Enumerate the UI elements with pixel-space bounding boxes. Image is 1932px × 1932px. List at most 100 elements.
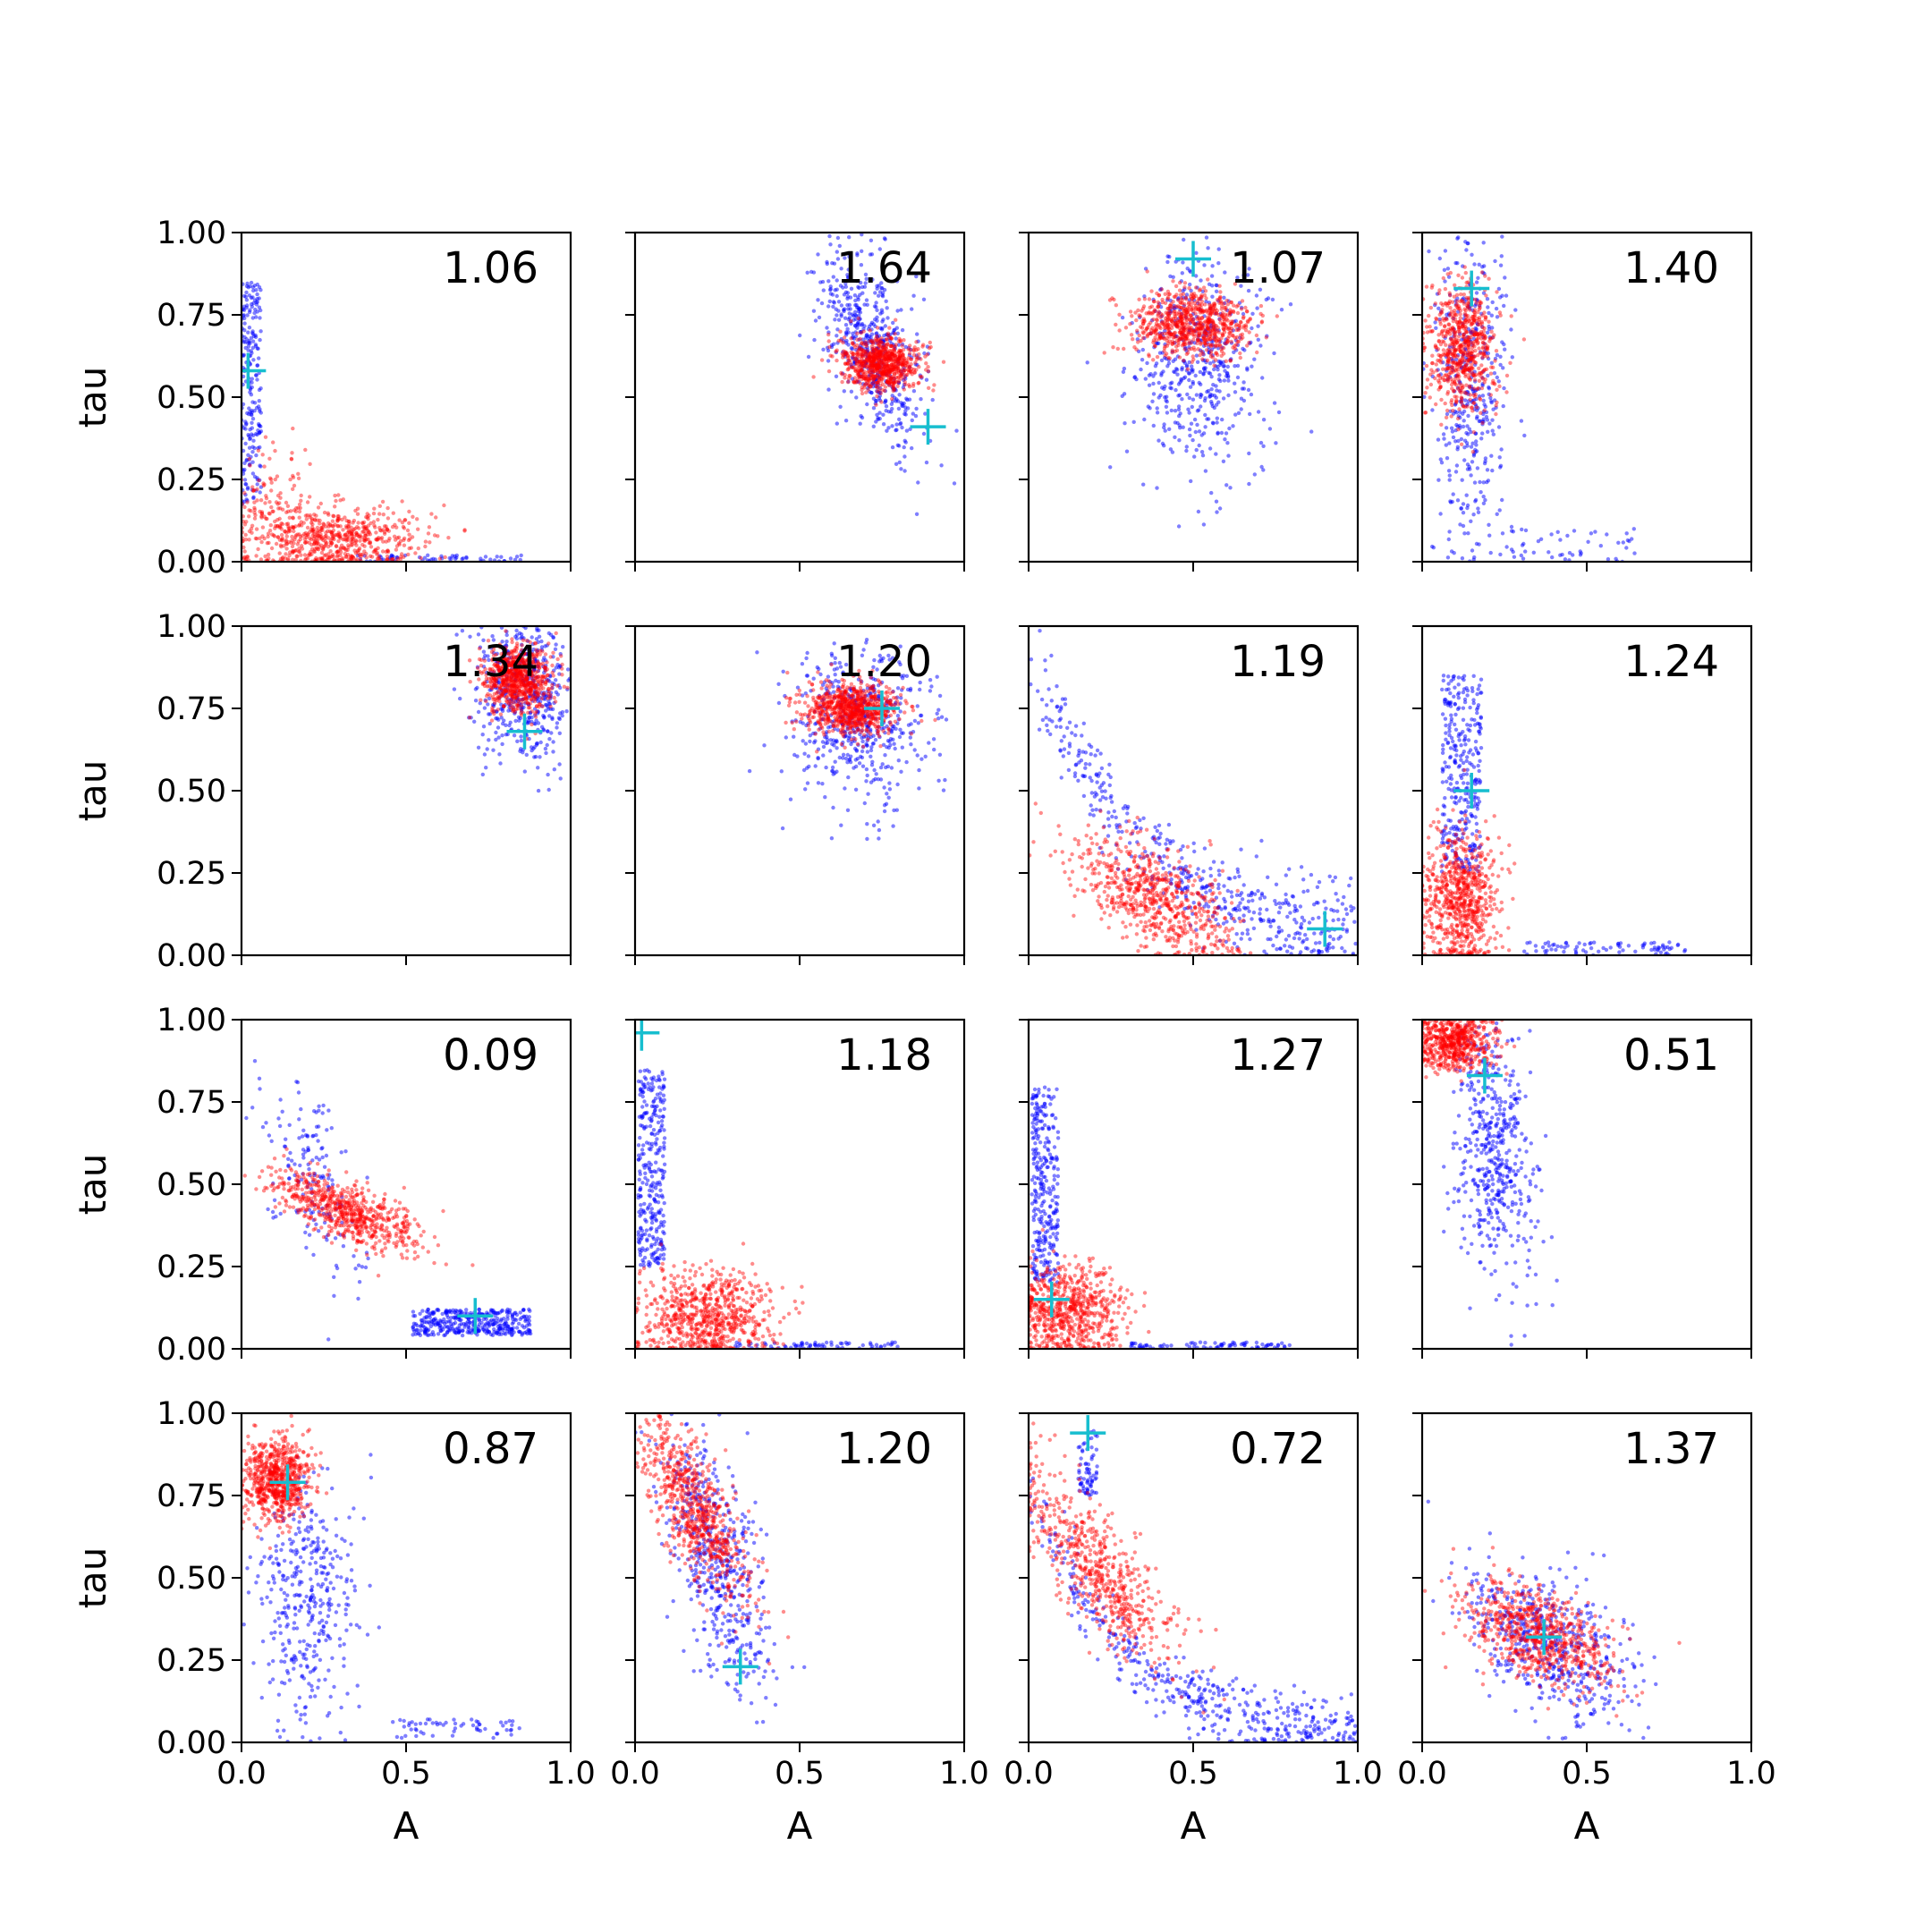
red-sample-point: [1176, 335, 1181, 340]
red-sample-point: [891, 388, 895, 394]
red-sample-point: [254, 527, 259, 531]
red-sample-point: [1165, 324, 1170, 328]
blue-sample-point: [1195, 422, 1199, 428]
blue-sample-point: [548, 674, 553, 679]
red-sample-point: [329, 530, 334, 535]
red-sample-point: [1171, 317, 1176, 321]
red-sample-point: [390, 524, 395, 530]
red-sample-point: [1191, 293, 1195, 298]
red-sample-point: [894, 375, 898, 380]
blue-sample-point: [1455, 498, 1461, 503]
blue-sample-point: [485, 679, 489, 684]
blue-sample-point: [830, 292, 835, 297]
blue-sample-point: [853, 324, 858, 328]
blue-sample-point: [243, 493, 248, 497]
blue-sample-point: [1452, 330, 1456, 335]
red-sample-point: [903, 373, 909, 377]
red-sample-point: [1453, 394, 1457, 399]
red-sample-point: [926, 365, 930, 369]
red-sample-point: [1220, 321, 1225, 326]
red-sample-point: [875, 352, 879, 358]
red-sample-point: [1174, 338, 1180, 343]
red-sample-point: [867, 382, 871, 386]
red-sample-point: [850, 341, 855, 345]
red-sample-point: [859, 359, 863, 364]
red-sample-point: [1464, 330, 1469, 335]
red-sample-point: [379, 529, 384, 533]
red-sample-point: [362, 549, 367, 554]
red-sample-point: [905, 368, 911, 372]
red-sample-point: [1182, 301, 1187, 307]
red-sample-point: [897, 336, 902, 341]
red-sample-point: [871, 358, 876, 363]
red-sample-point: [1209, 306, 1214, 311]
red-sample-point: [254, 554, 258, 558]
red-sample-point: [301, 521, 306, 525]
red-sample-point: [899, 356, 903, 360]
blue-sample-point: [1164, 404, 1169, 409]
red-sample-point: [1207, 326, 1211, 331]
red-sample-point: [328, 540, 333, 545]
red-sample-point: [1219, 349, 1224, 353]
blue-sample-point: [1085, 360, 1089, 365]
red-sample-point: [1478, 333, 1483, 337]
red-sample-point: [1465, 314, 1470, 318]
red-sample-point: [352, 518, 357, 523]
red-sample-point: [368, 540, 373, 545]
red-sample-point: [351, 555, 356, 560]
red-sample-point: [1151, 340, 1156, 344]
blue-sample-point: [482, 706, 487, 710]
red-sample-point: [905, 360, 910, 364]
red-sample-point: [845, 361, 851, 366]
red-sample-point: [318, 534, 324, 539]
red-sample-point: [331, 514, 336, 519]
blue-sample-point: [1487, 533, 1492, 538]
blue-sample-point: [1160, 386, 1165, 390]
red-sample-point: [1208, 352, 1214, 356]
red-sample-point: [896, 367, 901, 371]
red-sample-point: [356, 526, 361, 530]
blue-sample-point: [1190, 364, 1194, 369]
red-sample-point: [1229, 319, 1233, 324]
red-sample-point: [1439, 330, 1445, 335]
red-sample-point: [1218, 294, 1223, 300]
red-sample-point: [308, 553, 312, 557]
red-sample-point: [1180, 319, 1184, 325]
red-sample-point: [254, 537, 259, 541]
red-sample-point: [306, 553, 310, 557]
blue-sample-point: [1135, 330, 1140, 335]
blue-sample-point: [881, 318, 886, 322]
red-sample-point: [310, 530, 315, 534]
red-sample-point: [877, 346, 881, 351]
red-sample-point: [870, 351, 876, 356]
red-sample-point: [1466, 306, 1470, 310]
red-sample-point: [1482, 408, 1487, 412]
blue-sample-point: [1560, 552, 1564, 557]
blue-sample-point: [854, 279, 860, 284]
red-sample-point: [851, 352, 855, 357]
red-sample-point: [1197, 321, 1201, 326]
blue-sample-point: [1224, 337, 1228, 342]
red-sample-point: [1222, 326, 1226, 332]
red-sample-point: [1202, 292, 1208, 298]
red-sample-point: [1138, 325, 1143, 329]
blue-sample-point: [1161, 335, 1165, 339]
red-sample-point: [340, 557, 344, 562]
blue-sample-point: [1189, 479, 1193, 484]
red-sample-point: [902, 362, 906, 367]
red-sample-point: [1179, 336, 1184, 341]
red-sample-point: [1472, 344, 1477, 349]
red-sample-point: [842, 335, 847, 340]
red-sample-point: [1197, 297, 1202, 301]
red-sample-point: [886, 356, 891, 360]
blue-sample-point: [846, 379, 851, 384]
red-sample-point: [1448, 370, 1453, 375]
red-sample-point: [1179, 315, 1183, 319]
red-sample-point: [1241, 326, 1246, 330]
red-sample-point: [898, 353, 903, 358]
red-sample-point: [1167, 323, 1172, 327]
blue-sample-point: [1438, 512, 1443, 516]
red-sample-point: [247, 529, 252, 534]
red-sample-point: [902, 369, 907, 373]
red-sample-point: [1446, 352, 1451, 357]
